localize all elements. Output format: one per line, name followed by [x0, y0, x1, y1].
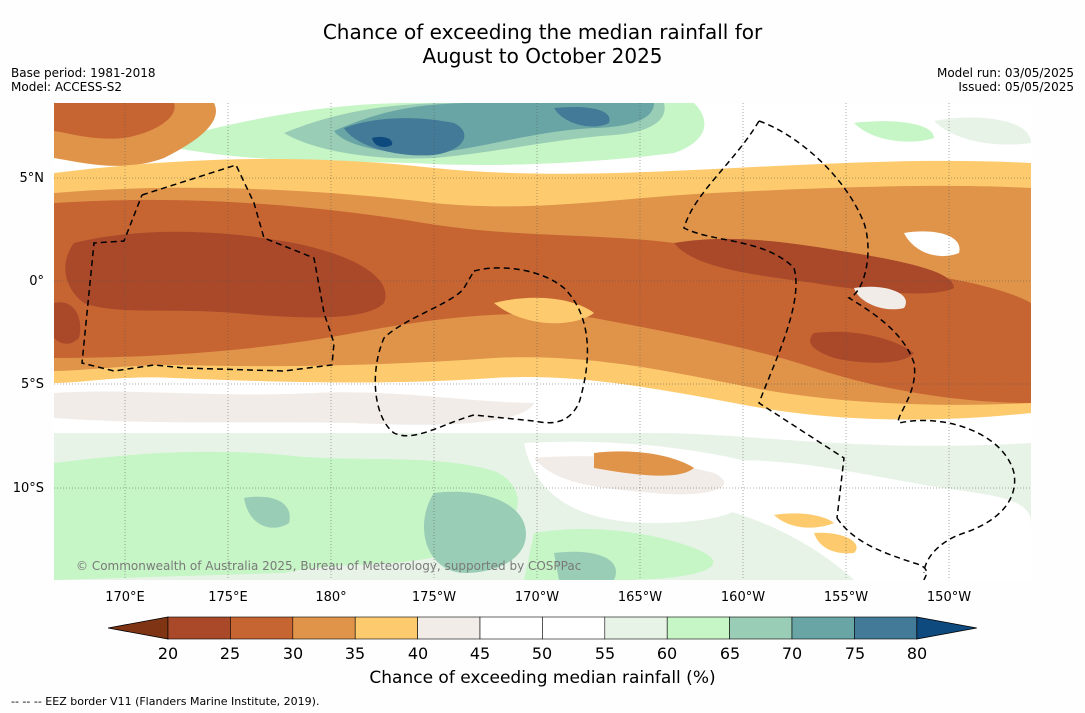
colorbar-cell-7 — [542, 616, 606, 640]
rainfall-map-svg — [54, 103, 1031, 580]
colorbar-tick-65: 65 — [719, 644, 741, 663]
colorbar-cell-2 — [230, 616, 294, 640]
colorbar-tick-20: 20 — [157, 644, 179, 663]
lat-label-5n: 5°N — [19, 171, 45, 186]
equatorial-far-west-core — [54, 302, 81, 344]
north-blue-patch — [554, 106, 610, 127]
lon-label-150w: 150°W — [926, 590, 972, 605]
copyright-notice: © Commonwealth of Australia 2025, Bureau… — [76, 559, 582, 573]
colorbar-cells — [108, 616, 977, 640]
lat-label-10s: 10°S — [12, 481, 44, 496]
base-period: Base period: 1981-2018 — [11, 66, 156, 80]
lon-label-180: 180° — [315, 590, 347, 605]
north-west-dark-orange — [54, 103, 175, 139]
south-teal-patch — [424, 491, 526, 573]
north-light-green-patch — [934, 117, 1031, 145]
map-gridlines — [54, 103, 1031, 580]
lon-label-155w: 155°W — [823, 590, 869, 605]
band-beige-pocket — [854, 286, 906, 310]
colorbar-tick-40: 40 — [407, 644, 429, 663]
equatorial-southeast-core — [810, 331, 914, 363]
colorbar-cell-10 — [729, 616, 793, 640]
south-white-east — [694, 460, 1031, 580]
issued-date: Issued: 05/05/2025 — [958, 80, 1074, 94]
south-beige-band — [54, 391, 534, 425]
colorbar-extend-low — [108, 616, 169, 640]
map-title: Chance of exceeding the median rainfall … — [0, 20, 1085, 68]
model-run: Model run: 03/05/2025 — [936, 66, 1074, 80]
colorbar-cell-4 — [354, 616, 418, 640]
colorbar-cell-8 — [604, 616, 668, 640]
south-orange-patch — [594, 451, 694, 476]
colorbar-cell-6 — [479, 616, 543, 640]
lon-label-175e: 175°E — [208, 590, 248, 605]
colorbar-cell-3 — [292, 616, 356, 640]
eez-border-south — [836, 517, 928, 580]
south-white-band — [54, 375, 1031, 446]
eez-border-kiribati-center — [374, 267, 589, 437]
colorbar-cell-11 — [791, 616, 855, 640]
lon-label-165w: 165°W — [617, 590, 663, 605]
south-teal-patch-3 — [554, 551, 616, 580]
colorbar-cell-1 — [167, 616, 231, 640]
lat-label-5s: 5°S — [20, 377, 44, 392]
band-white-pocket-east — [904, 231, 960, 257]
meta-left: Base period: 1981-2018 Model: ACCESS-S2 — [11, 66, 156, 94]
lon-label-175w: 175°W — [411, 590, 457, 605]
south-yellow-patch — [774, 513, 834, 528]
south-teal-patch-2 — [244, 496, 290, 528]
colorbar-tick-80: 80 — [906, 644, 928, 663]
title-line-1: Chance of exceeding the median rainfall … — [322, 20, 763, 44]
colorbar-tick-45: 45 — [469, 644, 491, 663]
colorbar-title: Chance of exceeding median rainfall (%) — [369, 668, 716, 688]
lon-label-160w: 160°W — [720, 590, 766, 605]
model-name: Model: ACCESS-S2 — [11, 80, 123, 94]
title-line-2: August to October 2025 — [422, 44, 663, 68]
band-yellow-pocket — [494, 297, 594, 324]
north-blue-region — [344, 118, 465, 156]
colorbar-tick-60: 60 — [656, 644, 678, 663]
colorbar-tick-30: 30 — [282, 644, 304, 663]
colorbar-cell-12 — [854, 616, 918, 640]
lat-label-0: 0° — [29, 274, 44, 289]
lon-label-170w: 170°W — [514, 590, 560, 605]
colorbar-tick-55: 55 — [594, 644, 616, 663]
rainfall-map — [54, 103, 1031, 580]
colorbar-cell-9 — [666, 616, 730, 640]
colorbar — [108, 616, 977, 640]
colorbar-tick-75: 75 — [844, 644, 866, 663]
colorbar-tick-70: 70 — [781, 644, 803, 663]
equatorial-east-core — [674, 238, 954, 294]
south-yellow-patch-2 — [814, 532, 857, 554]
meta-right: Model run: 03/05/2025 Issued: 05/05/2025 — [937, 66, 1074, 94]
eez-border-kiribati-west — [81, 164, 335, 372]
eez-border-line-islands — [683, 120, 845, 519]
lon-label-170e: 170°E — [105, 590, 145, 605]
colorbar-cell-5 — [417, 616, 481, 640]
colorbar-tick-50: 50 — [531, 644, 553, 663]
colorbar-tick-35: 35 — [344, 644, 366, 663]
colorbar-tick-25: 25 — [219, 644, 241, 663]
eez-footnote: -- -- -- EEZ border V11 (Flanders Marine… — [11, 695, 320, 708]
colorbar-extend-high — [916, 616, 977, 640]
north-green-patch-east — [854, 121, 934, 142]
eez-border-kiribati-east — [758, 120, 1016, 574]
equatorial-west-core — [65, 231, 386, 318]
north-dark-blue-core — [372, 136, 393, 147]
eez-borders — [81, 120, 1016, 580]
